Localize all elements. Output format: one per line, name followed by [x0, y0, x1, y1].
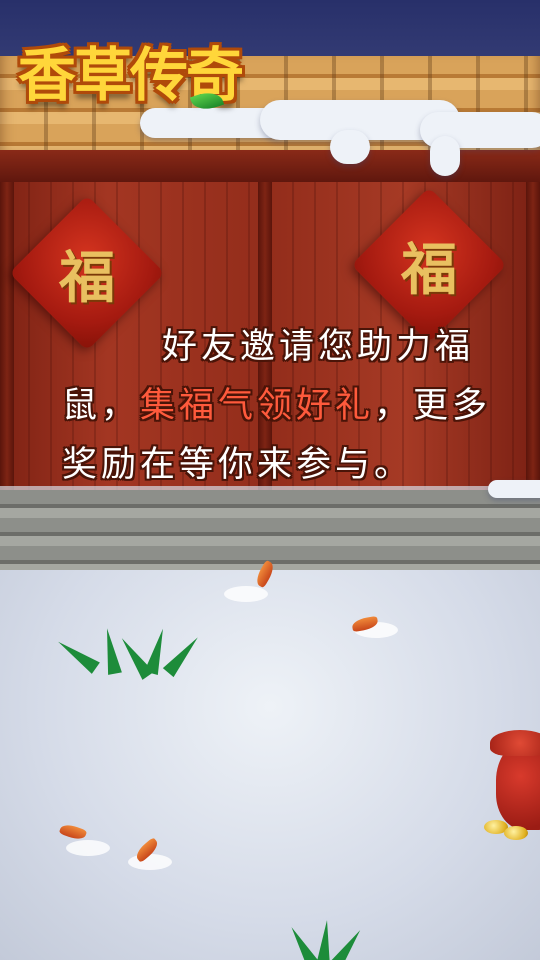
lucky-bag-top	[490, 730, 540, 756]
dialogue-part2: ，更多奖励在等你来参与。	[62, 386, 492, 485]
petal-shadow	[128, 854, 172, 870]
petal-shadow	[224, 586, 268, 602]
gold-coin	[484, 820, 508, 834]
stone-steps	[0, 490, 540, 572]
snowy-ground	[0, 570, 540, 960]
roof-snow	[330, 130, 370, 164]
steps-snow-pile	[488, 480, 540, 498]
fu-character-right: 福	[401, 236, 457, 303]
wall-post	[258, 182, 272, 494]
dialogue-text: 好友邀请您助力福鼠，集福气领好礼，更多奖励在等你来参与。	[62, 318, 502, 495]
wall-post	[526, 182, 540, 494]
dialogue-highlight: 集福气领好礼	[140, 386, 375, 426]
wall-post	[0, 182, 14, 494]
gold-coin	[504, 826, 528, 840]
dialogue-part1: 好友邀请您助力福鼠，	[62, 327, 475, 426]
roof-snow	[430, 136, 460, 176]
petal-shadow	[66, 840, 110, 856]
night-sky	[0, 0, 540, 60]
fu-character-left: 福	[59, 244, 115, 311]
